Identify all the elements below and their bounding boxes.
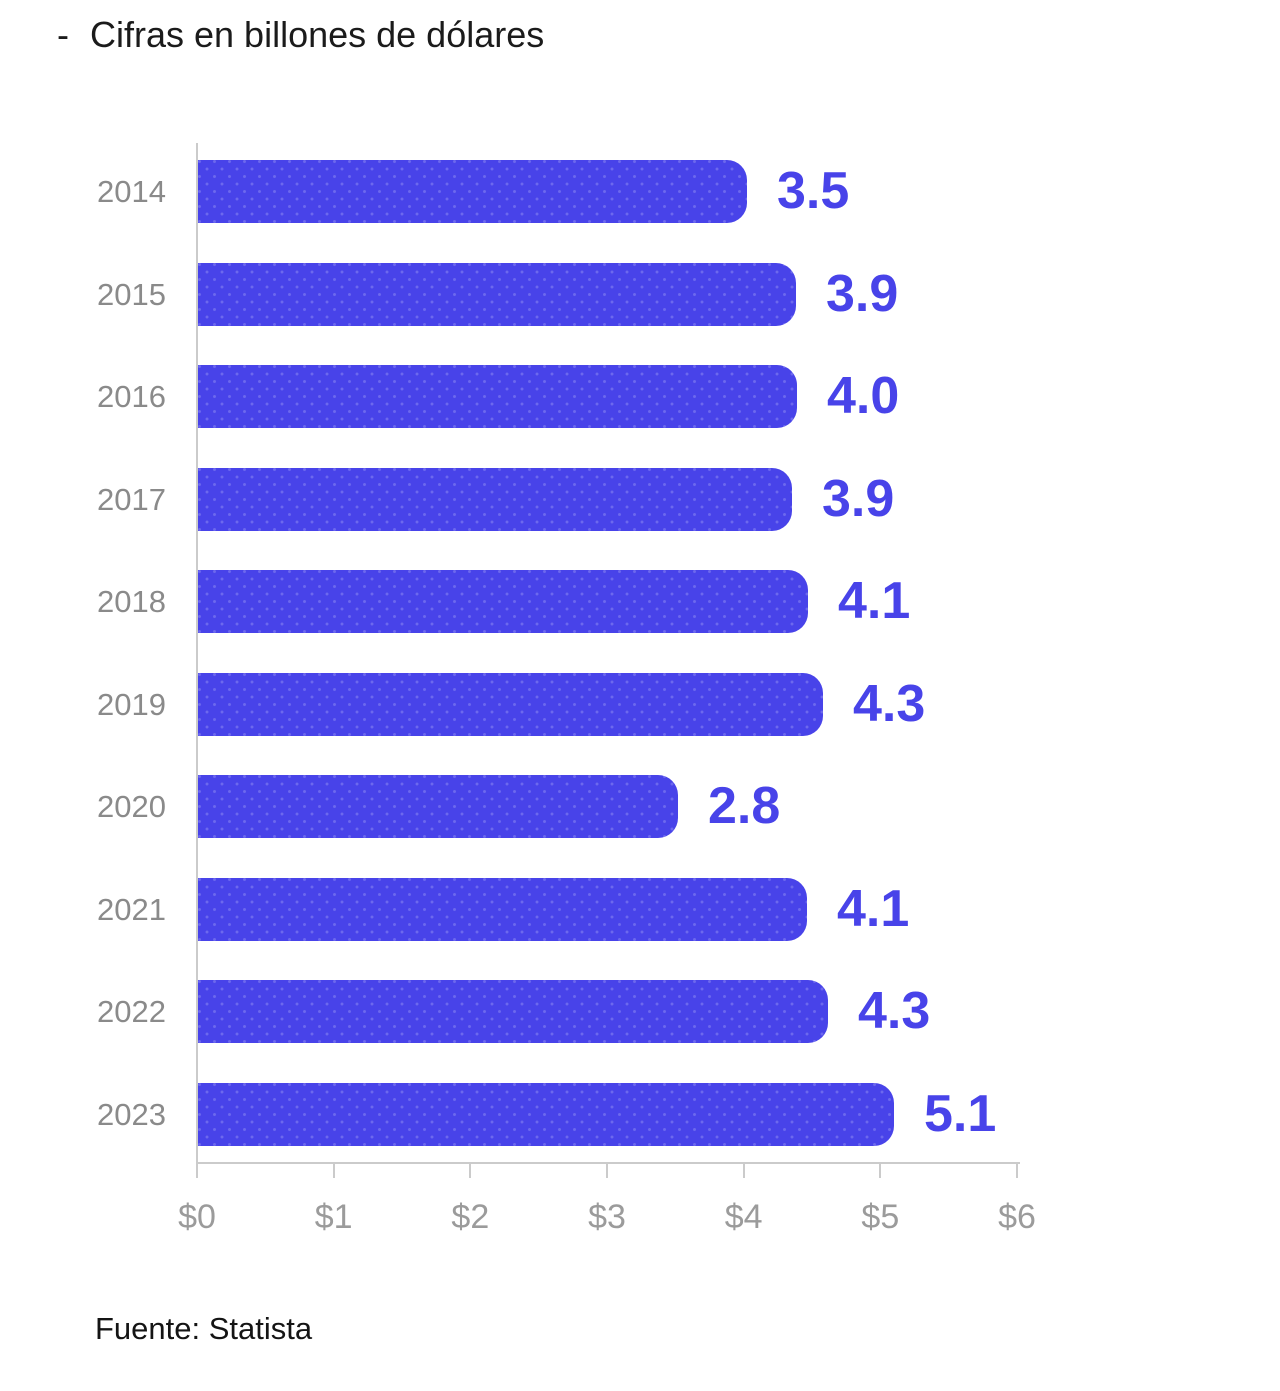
value-label: 3.9 xyxy=(822,469,895,528)
x-axis-tick-label: $0 xyxy=(178,1198,216,1236)
plot-area: $0 $1 $2 $3 $4 $5 $6 2014 3.5 2015 3.9 2016 4.0 2017… xyxy=(0,143,1280,1234)
bar xyxy=(198,262,796,326)
x-axis-tick-label: $6 xyxy=(998,1198,1036,1236)
x-axis-tick xyxy=(879,1162,882,1178)
value-label: 5.1 xyxy=(924,1084,997,1143)
value-label: 3.9 xyxy=(826,264,899,323)
x-axis-tick-label: $5 xyxy=(861,1198,900,1236)
bar xyxy=(198,1082,894,1146)
category-label: 2021 xyxy=(97,891,166,927)
x-axis-tick-label: $4 xyxy=(724,1198,763,1236)
bar xyxy=(198,365,797,428)
x-axis-tick xyxy=(742,1162,745,1178)
bar xyxy=(198,467,792,531)
value-label: 4.3 xyxy=(858,982,931,1040)
category-label: 2023 xyxy=(97,1096,166,1132)
title-bullet-dash: - xyxy=(57,14,69,55)
x-axis-line xyxy=(196,1162,1020,1164)
x-axis-tick-label: $2 xyxy=(451,1198,490,1236)
bar xyxy=(198,672,823,736)
x-axis-tick-label: $1 xyxy=(314,1198,353,1236)
chart-title: Cifras en billones de dólares xyxy=(90,14,545,55)
source-caption: Fuente: Statista xyxy=(95,1311,313,1346)
y-axis-line xyxy=(196,143,198,1164)
x-axis-tick xyxy=(332,1162,335,1178)
x-axis-tick xyxy=(1016,1162,1018,1178)
category-label: 2017 xyxy=(97,481,166,517)
category-label: 2016 xyxy=(97,379,166,414)
category-label: 2015 xyxy=(97,276,166,312)
x-axis-tick xyxy=(196,1162,198,1178)
category-label: 2022 xyxy=(97,994,166,1029)
x-axis-tick-label: $3 xyxy=(588,1198,626,1236)
bar xyxy=(198,775,678,838)
x-axis-tick xyxy=(469,1162,472,1178)
bar xyxy=(198,877,807,941)
value-label: 4.3 xyxy=(853,674,926,733)
x-axis-tick xyxy=(606,1162,608,1178)
bar xyxy=(198,160,747,223)
value-label: 4.1 xyxy=(837,879,910,938)
chart-title-row: - Cifras en billones de dólares xyxy=(57,12,544,57)
category-label: 2018 xyxy=(97,584,166,619)
bar xyxy=(198,570,808,633)
value-label: 2.8 xyxy=(708,777,781,835)
value-label: 4.1 xyxy=(838,572,911,630)
value-label: 3.5 xyxy=(777,162,850,220)
category-label: 2014 xyxy=(97,174,166,209)
value-label: 4.0 xyxy=(827,367,900,425)
bar xyxy=(198,980,828,1043)
category-label: 2019 xyxy=(97,686,166,722)
category-label: 2020 xyxy=(97,789,166,824)
